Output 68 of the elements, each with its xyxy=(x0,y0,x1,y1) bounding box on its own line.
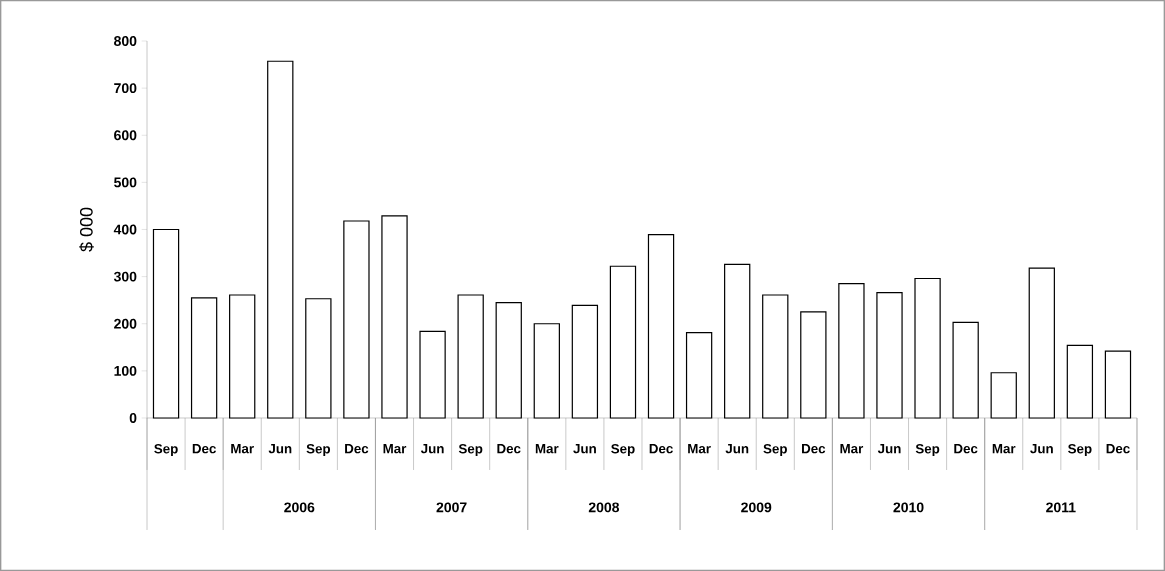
x-tick-label: Mar xyxy=(840,444,864,454)
y-axis-title: $ 000 xyxy=(79,207,94,252)
bar xyxy=(914,277,941,419)
x-tick-label: Jun xyxy=(573,444,596,454)
y-tick-label: 100 xyxy=(114,365,137,376)
bar xyxy=(990,372,1017,419)
x-tick-label: Dec xyxy=(1106,444,1130,454)
x-tick-label: Sep xyxy=(611,444,635,457)
x-tick-label: Sep xyxy=(458,444,483,457)
x-tick-label: Jun xyxy=(877,444,901,454)
bar xyxy=(419,330,446,419)
x-tick-label: Sep xyxy=(763,444,787,457)
x-tick-label: Jun xyxy=(1030,444,1053,454)
x-tick-label: Dec xyxy=(649,444,673,454)
x-tick-label: Jun xyxy=(725,444,749,454)
y-tick-label: 300 xyxy=(113,271,137,282)
text: 2010 xyxy=(893,502,924,513)
x-tick-label: Mar xyxy=(535,444,559,454)
bar xyxy=(381,215,408,419)
bar xyxy=(762,294,789,419)
y-tick-label: 0 xyxy=(129,413,137,423)
x-tick-label: Dec xyxy=(954,444,978,454)
bar xyxy=(533,323,560,419)
x-tick-label: Mar xyxy=(688,444,711,454)
x-tick-label: Sep xyxy=(306,444,331,457)
text: 2009 xyxy=(741,502,772,513)
x-tick-label: Dec xyxy=(345,444,369,454)
bar xyxy=(571,304,599,419)
x-tick-label: Mar xyxy=(231,444,254,454)
bar xyxy=(647,234,675,419)
bar xyxy=(495,301,522,419)
x-tick-label: Jun xyxy=(420,444,444,454)
text: 2008 xyxy=(588,502,620,513)
bar xyxy=(1028,267,1055,419)
text: 2006 xyxy=(284,502,315,513)
bar xyxy=(1066,344,1094,419)
text: 2007 xyxy=(436,502,467,513)
y-tick-label: 600 xyxy=(114,130,137,141)
x-tick-label: Jun xyxy=(268,444,292,454)
y-tick-label: 800 xyxy=(114,36,137,46)
bar xyxy=(800,311,827,419)
x-tick-label: Sep xyxy=(915,444,940,457)
y-tick-label: 400 xyxy=(113,224,137,235)
bar xyxy=(457,294,484,419)
x-tick-label: Mar xyxy=(383,444,407,454)
y-tick-label: 500 xyxy=(114,177,137,188)
y-tick-label: 700 xyxy=(114,83,137,94)
bar xyxy=(1104,350,1132,419)
bar xyxy=(305,298,332,419)
bar xyxy=(838,283,865,419)
bar xyxy=(876,292,903,419)
bar xyxy=(152,228,180,419)
x-tick-label: Dec xyxy=(497,444,521,454)
x-tick-label: Sep xyxy=(154,444,178,457)
x-tick-label: Dec xyxy=(802,444,826,454)
bar xyxy=(229,294,256,419)
text: 2011 xyxy=(1046,502,1076,513)
x-tick-label: Dec xyxy=(192,444,216,454)
bar xyxy=(267,60,294,419)
x-tick-label: Sep xyxy=(1068,444,1092,457)
bar xyxy=(190,297,218,419)
bar xyxy=(952,321,979,419)
x-tick-label: Mar xyxy=(992,444,1016,454)
bar xyxy=(724,263,751,419)
bar xyxy=(609,265,637,419)
bar xyxy=(343,220,370,419)
y-tick-label: 200 xyxy=(114,318,137,329)
bar xyxy=(685,332,713,419)
